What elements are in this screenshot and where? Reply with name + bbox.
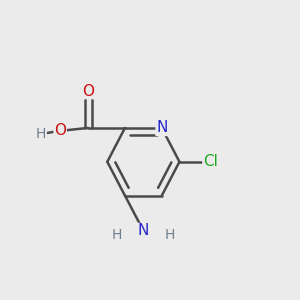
Text: O: O [54, 123, 66, 138]
Text: O: O [82, 84, 94, 99]
Text: Cl: Cl [203, 154, 218, 169]
Text: H: H [165, 228, 175, 242]
Text: H: H [112, 228, 122, 242]
Text: N: N [156, 120, 167, 135]
Text: N: N [138, 224, 149, 238]
Text: H: H [36, 128, 46, 141]
